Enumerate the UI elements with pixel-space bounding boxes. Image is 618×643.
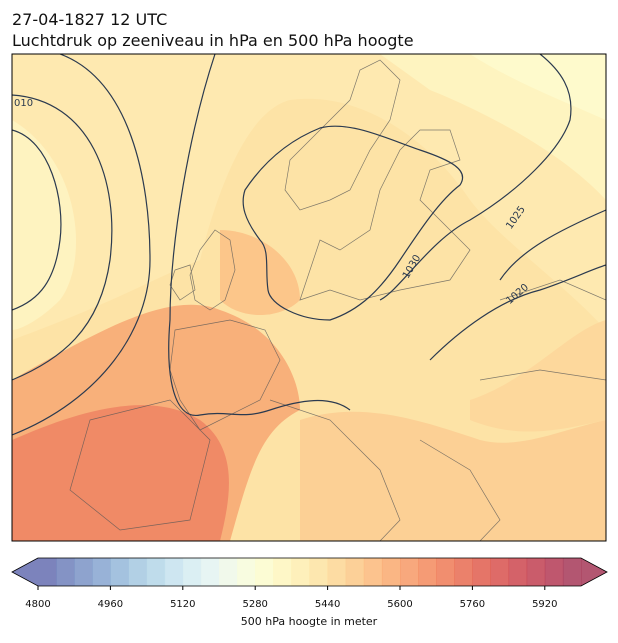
colorbar-swatch bbox=[472, 558, 491, 586]
colorbar-swatch bbox=[74, 558, 93, 586]
colorbar-outline bbox=[11, 557, 608, 587]
colorbar-swatch bbox=[273, 558, 292, 586]
colorbar-swatch bbox=[38, 558, 57, 586]
colorbar-swatch bbox=[146, 558, 166, 586]
colorbar-swatch bbox=[56, 558, 75, 586]
colorbar-swatch bbox=[508, 558, 528, 586]
colorbar-swatch bbox=[219, 558, 238, 586]
colorbar-swatch bbox=[309, 558, 329, 586]
colorbar-swatch bbox=[164, 558, 184, 586]
colorbar-swatch bbox=[92, 558, 111, 586]
colorbar-tick-label: 5600 bbox=[387, 599, 412, 610]
colorbar-swatch bbox=[418, 558, 437, 586]
title: 27-04-1827 12 UTC bbox=[12, 10, 167, 29]
colorbar-tick-label: 5120 bbox=[170, 599, 195, 610]
colorbar-tick-label: 5920 bbox=[532, 599, 557, 610]
colorbar-tick-label: 4800 bbox=[25, 599, 50, 610]
map: 010 1030 1025 1020 bbox=[11, 53, 607, 542]
colorbar-swatch bbox=[381, 558, 401, 586]
colorbar-tick-label: 4960 bbox=[98, 599, 123, 610]
colorbar-extend bbox=[12, 558, 38, 586]
colorbar-swatch bbox=[255, 558, 274, 586]
colorbar-swatch bbox=[363, 558, 383, 586]
colorbar-swatch bbox=[526, 558, 546, 586]
contour-label: 010 bbox=[14, 98, 33, 109]
colorbar-swatch bbox=[200, 558, 220, 586]
colorbar-extend bbox=[581, 558, 607, 586]
colorbar-swatch bbox=[544, 558, 564, 586]
colorbar-label: 500 hPa hoogte in meter bbox=[241, 615, 378, 628]
colorbar-swatch bbox=[237, 558, 256, 586]
colorbar-swatch bbox=[345, 558, 365, 586]
colorbar-swatch bbox=[490, 558, 510, 586]
colorbar-tick-label: 5760 bbox=[460, 599, 485, 610]
colorbar-swatch bbox=[291, 558, 310, 586]
colorbar-swatch bbox=[327, 558, 347, 586]
colorbar-swatch bbox=[436, 558, 455, 586]
colorbar-swatch bbox=[400, 558, 419, 586]
colorbar-swatch bbox=[110, 558, 129, 586]
colorbar-tick-label: 5440 bbox=[315, 599, 340, 610]
subtitle: Luchtdruk op zeeniveau in hPa en 500 hPa… bbox=[12, 31, 414, 50]
colorbar-swatch bbox=[182, 558, 202, 586]
colorbar-tick-label: 5280 bbox=[242, 599, 267, 610]
colorbar-swatch bbox=[562, 558, 582, 586]
colorbar-swatch bbox=[454, 558, 473, 586]
colorbar: 4800 4960 5120 5280 5440 5600 5760 5920 bbox=[11, 557, 608, 610]
colorbar-swatch bbox=[128, 558, 148, 586]
